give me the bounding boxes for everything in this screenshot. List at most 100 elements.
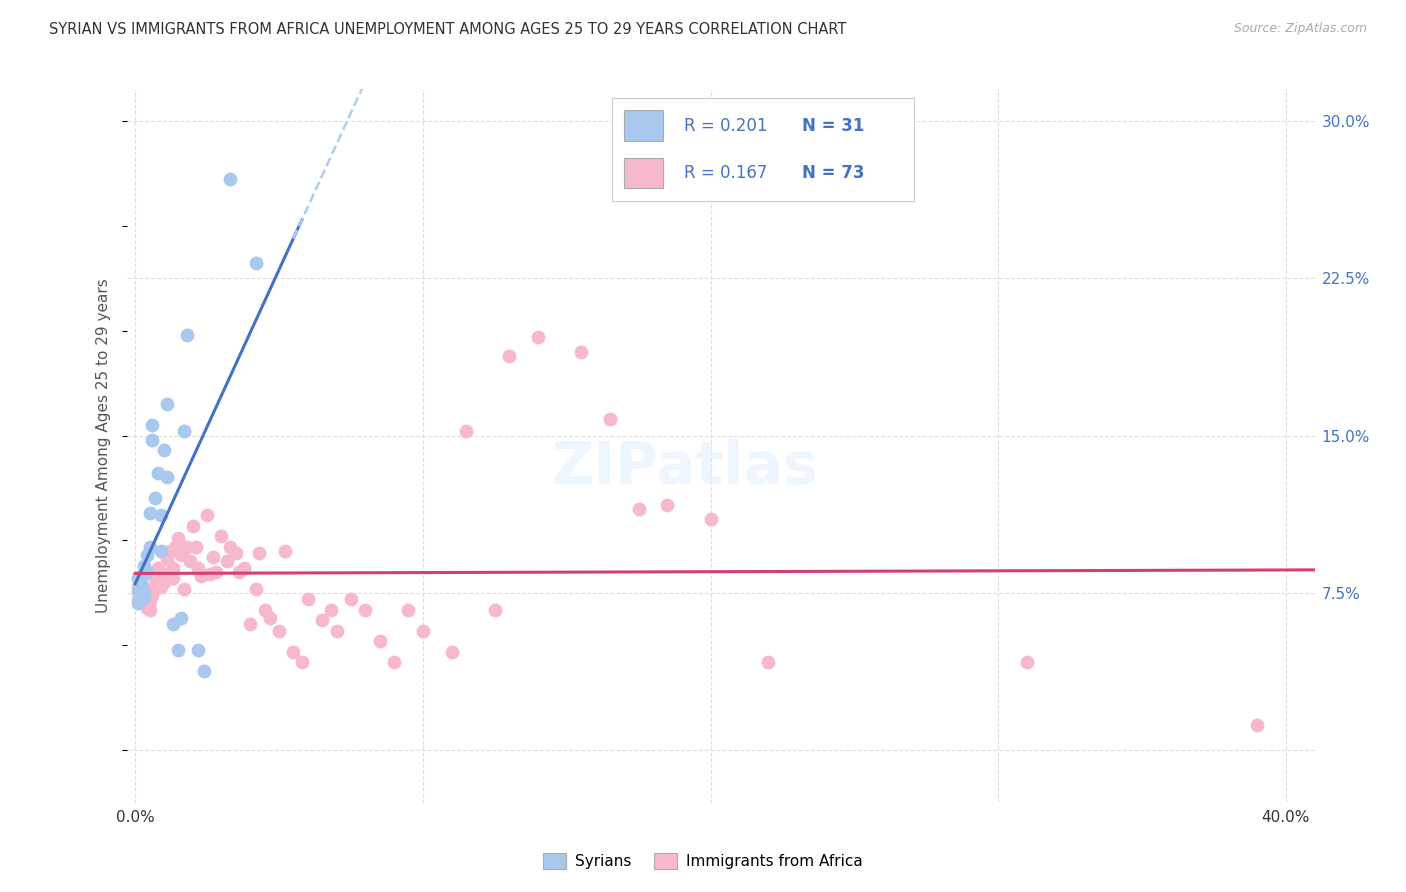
Point bbox=[181, 518, 204, 533]
Point bbox=[225, 546, 247, 560]
Point bbox=[382, 655, 405, 669]
Point bbox=[283, 645, 305, 659]
Point bbox=[135, 582, 157, 596]
Point bbox=[162, 617, 184, 632]
Point bbox=[127, 596, 149, 610]
Point bbox=[132, 590, 155, 604]
Point bbox=[132, 586, 155, 600]
Point bbox=[412, 624, 434, 638]
Point bbox=[141, 417, 163, 432]
Point bbox=[187, 560, 209, 574]
Point bbox=[153, 575, 176, 590]
Point bbox=[325, 624, 347, 638]
Point bbox=[311, 613, 333, 627]
Point bbox=[156, 397, 179, 411]
Point bbox=[259, 611, 281, 625]
Text: N = 31: N = 31 bbox=[801, 117, 865, 135]
Point bbox=[217, 554, 239, 568]
Point bbox=[239, 617, 262, 632]
Point bbox=[198, 567, 221, 582]
Point bbox=[219, 540, 242, 554]
Point bbox=[187, 642, 209, 657]
Point bbox=[153, 567, 176, 582]
Point bbox=[179, 554, 201, 568]
Point bbox=[167, 532, 190, 546]
Legend: Syrians, Immigrants from Africa: Syrians, Immigrants from Africa bbox=[537, 847, 869, 875]
Point bbox=[498, 349, 520, 363]
Point bbox=[193, 664, 215, 678]
Point bbox=[599, 411, 621, 425]
Point bbox=[167, 642, 190, 657]
Point bbox=[129, 575, 152, 590]
Point bbox=[354, 603, 377, 617]
Point bbox=[253, 603, 276, 617]
Point bbox=[150, 508, 173, 523]
Point bbox=[132, 567, 155, 582]
Point bbox=[527, 330, 550, 344]
Point bbox=[127, 592, 149, 607]
Point bbox=[138, 540, 160, 554]
Point bbox=[148, 467, 170, 481]
Point bbox=[162, 571, 184, 585]
Point bbox=[699, 512, 721, 526]
Point bbox=[1246, 718, 1268, 732]
Text: Source: ZipAtlas.com: Source: ZipAtlas.com bbox=[1233, 22, 1367, 36]
Point bbox=[398, 603, 420, 617]
Point bbox=[129, 569, 152, 583]
Point bbox=[153, 443, 176, 458]
FancyBboxPatch shape bbox=[624, 111, 664, 141]
Point bbox=[129, 577, 152, 591]
Point bbox=[127, 583, 149, 598]
Point bbox=[159, 544, 181, 558]
Point bbox=[135, 600, 157, 615]
Point bbox=[274, 544, 297, 558]
Point bbox=[170, 611, 193, 625]
Point bbox=[454, 425, 477, 439]
Point bbox=[195, 508, 218, 523]
Point bbox=[657, 498, 679, 512]
Point bbox=[148, 560, 170, 574]
Point bbox=[127, 571, 149, 585]
Point bbox=[247, 546, 270, 560]
Text: R = 0.201: R = 0.201 bbox=[685, 117, 768, 135]
Point bbox=[165, 540, 187, 554]
Point bbox=[135, 548, 157, 562]
Point bbox=[319, 603, 342, 617]
Point bbox=[204, 565, 226, 579]
Point bbox=[141, 582, 163, 596]
Point bbox=[228, 565, 250, 579]
Point bbox=[138, 594, 160, 608]
Point bbox=[201, 550, 224, 565]
Point bbox=[245, 256, 267, 270]
Point bbox=[484, 603, 506, 617]
Point bbox=[569, 344, 592, 359]
Point bbox=[135, 565, 157, 579]
Point bbox=[173, 425, 195, 439]
Point bbox=[176, 540, 198, 554]
Point bbox=[245, 582, 267, 596]
Y-axis label: Unemployment Among Ages 25 to 29 years: Unemployment Among Ages 25 to 29 years bbox=[96, 278, 111, 614]
Point bbox=[141, 433, 163, 447]
Point bbox=[440, 645, 463, 659]
Point bbox=[156, 470, 179, 484]
Point bbox=[173, 582, 195, 596]
Point bbox=[233, 560, 256, 574]
Point bbox=[129, 588, 152, 602]
Point bbox=[170, 548, 193, 562]
Point bbox=[368, 634, 391, 648]
Text: N = 73: N = 73 bbox=[801, 164, 865, 182]
Text: ZIPatlas: ZIPatlas bbox=[551, 439, 818, 496]
Point bbox=[627, 502, 650, 516]
Point bbox=[132, 594, 155, 608]
Point bbox=[297, 592, 319, 607]
Point bbox=[156, 552, 179, 566]
Text: SYRIAN VS IMMIGRANTS FROM AFRICA UNEMPLOYMENT AMONG AGES 25 TO 29 YEARS CORRELAT: SYRIAN VS IMMIGRANTS FROM AFRICA UNEMPLO… bbox=[49, 22, 846, 37]
Point bbox=[756, 655, 779, 669]
Point bbox=[291, 655, 314, 669]
Point bbox=[1015, 655, 1038, 669]
Point bbox=[129, 592, 152, 607]
Point bbox=[141, 588, 163, 602]
Point bbox=[138, 603, 160, 617]
Point bbox=[211, 529, 233, 543]
Point bbox=[190, 569, 212, 583]
